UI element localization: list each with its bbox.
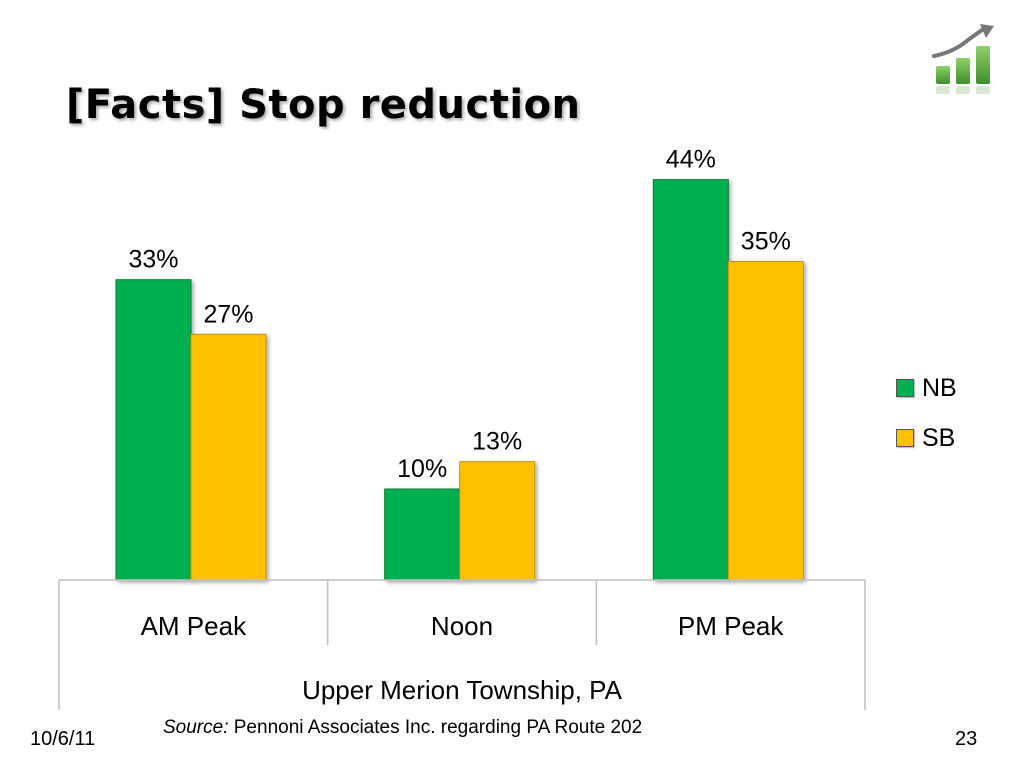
bar-sb-0 xyxy=(190,333,267,581)
growth-chart-icon xyxy=(932,24,994,94)
legend-label-nb: NB xyxy=(922,373,957,402)
data-label-sb-1: 13% xyxy=(472,428,522,456)
category-label-2: PM Peak xyxy=(678,611,784,641)
slide-date: 10/6/11 xyxy=(30,728,96,750)
source-note: Source: Pennoni Associates Inc. regardin… xyxy=(163,717,642,739)
bar-sb-1 xyxy=(459,461,536,581)
category-label-1: Noon xyxy=(431,611,493,641)
data-label-sb-0: 27% xyxy=(203,300,253,328)
slide-title: [Facts] Stop reduction xyxy=(66,82,581,128)
legend-item-sb: SB xyxy=(896,424,957,452)
bar-nb-2 xyxy=(652,179,729,581)
source-label: Source: xyxy=(163,717,229,738)
legend-swatch-nb xyxy=(896,379,914,397)
legend-label-sb: SB xyxy=(922,423,956,452)
bar-nb-0 xyxy=(115,279,192,581)
data-label-nb-1: 10% xyxy=(397,455,447,483)
data-label-nb-0: 33% xyxy=(128,246,178,274)
legend-swatch-sb xyxy=(896,429,914,447)
page-number: 23 xyxy=(955,728,978,750)
source-text: Pennoni Associates Inc. regarding PA Rou… xyxy=(228,717,643,738)
bar-sb-2 xyxy=(727,261,804,581)
chart-legend: NB SB xyxy=(896,374,957,474)
group-axis-label: Upper Merion Township, PA xyxy=(302,675,623,705)
data-label-sb-2: 35% xyxy=(741,228,791,256)
bar-nb-1 xyxy=(384,488,461,581)
category-label-0: AM Peak xyxy=(141,611,247,641)
data-label-nb-2: 44% xyxy=(666,146,716,174)
legend-item-nb: NB xyxy=(896,374,957,402)
